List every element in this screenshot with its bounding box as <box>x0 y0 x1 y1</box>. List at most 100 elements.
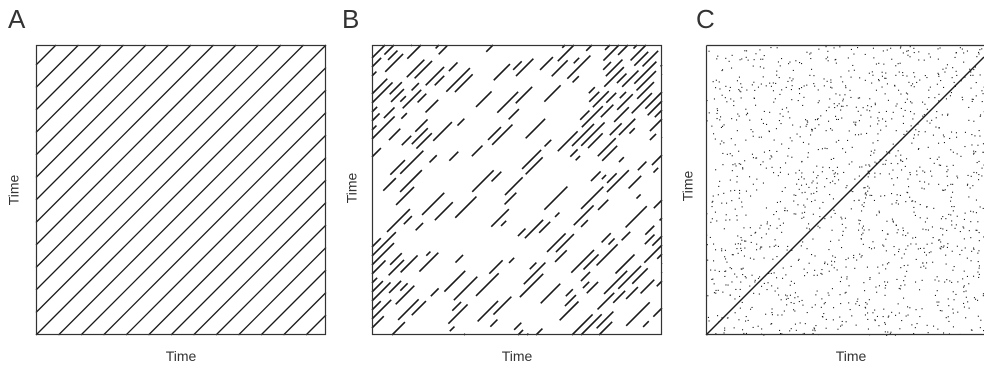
diagonal-segment <box>515 58 534 77</box>
recurrence-point <box>938 164 940 166</box>
recurrence-point <box>861 227 863 229</box>
recurrence-point <box>845 85 847 87</box>
diagonal-segment <box>582 253 600 271</box>
recurrence-point <box>977 315 979 317</box>
diagonal-segment <box>504 176 524 196</box>
recurrence-point <box>947 185 949 187</box>
recurrence-point <box>956 136 958 138</box>
recurrence-point <box>981 90 983 92</box>
recurrence-point <box>727 284 729 286</box>
recurrence-point <box>864 193 866 195</box>
recurrence-point <box>922 101 924 103</box>
recurrence-point <box>729 219 731 221</box>
recurrence-point <box>929 157 931 159</box>
recurrence-point <box>844 217 846 219</box>
recurrence-point <box>957 311 959 313</box>
recurrence-point <box>736 119 738 121</box>
recurrence-point <box>777 245 779 247</box>
recurrence-point <box>919 316 921 318</box>
recurrence-point <box>892 220 894 222</box>
recurrence-point <box>832 180 834 182</box>
recurrence-point <box>708 320 710 322</box>
diagonal-segment <box>557 44 575 62</box>
recurrence-point <box>726 153 728 155</box>
recurrence-point <box>820 115 822 117</box>
recurrence-point <box>839 281 841 283</box>
recurrence-point <box>717 315 719 317</box>
recurrence-point <box>935 117 937 119</box>
recurrence-point <box>974 66 976 68</box>
recurrence-point <box>853 53 855 55</box>
recurrence-point <box>741 268 743 270</box>
recurrence-point <box>865 302 867 304</box>
recurrence-point <box>754 232 756 234</box>
recurrence-point <box>747 113 749 115</box>
recurrence-point <box>876 291 878 293</box>
recurrence-point <box>750 129 752 131</box>
diagonal-segment <box>652 167 659 174</box>
recurrence-point <box>938 239 940 241</box>
recurrence-point <box>981 48 983 50</box>
diagonal-segment <box>588 91 600 103</box>
recurrence-point <box>897 229 899 231</box>
recurrence-point <box>910 101 912 103</box>
recurrence-point <box>857 110 859 112</box>
recurrence-point <box>906 130 908 132</box>
recurrence-point <box>789 61 791 63</box>
recurrence-point <box>840 325 842 327</box>
recurrence-point <box>716 112 718 114</box>
recurrence-point <box>892 111 894 113</box>
diagonal-segment <box>399 169 423 193</box>
recurrence-point <box>982 151 984 153</box>
recurrence-point <box>850 76 852 78</box>
recurrence-point <box>769 158 771 160</box>
recurrence-point <box>859 220 861 222</box>
recurrence-point <box>927 332 929 334</box>
recurrence-point <box>821 269 823 271</box>
recurrence-point <box>790 280 792 282</box>
recurrence-point <box>930 170 932 172</box>
diagonal-segment <box>424 99 439 114</box>
diagonal-segment <box>635 193 642 200</box>
recurrence-point <box>776 150 778 152</box>
recurrence-point <box>978 51 980 53</box>
recurrence-point <box>718 270 720 272</box>
diagonal-segment <box>582 281 590 289</box>
diagonal-segment <box>538 221 551 234</box>
recurrence-point <box>957 281 959 283</box>
diagonal-segment <box>575 155 581 161</box>
recurrence-point <box>769 225 771 227</box>
recurrence-point <box>923 247 925 249</box>
recurrence-point <box>765 233 767 235</box>
recurrence-point <box>770 47 772 49</box>
recurrence-point <box>898 248 900 250</box>
diagonal-line <box>35 44 282 291</box>
recurrence-point <box>892 221 894 223</box>
recurrence-plot-b <box>371 44 663 336</box>
recurrence-point <box>733 327 735 329</box>
recurrence-point <box>837 173 839 175</box>
recurrence-point <box>867 170 869 172</box>
diagonal-segment <box>513 322 522 331</box>
recurrence-point <box>864 306 866 308</box>
recurrence-point <box>813 192 815 194</box>
recurrence-point <box>781 143 783 145</box>
recurrence-point <box>856 259 858 261</box>
recurrence-point <box>938 93 940 95</box>
recurrence-point <box>720 126 722 128</box>
recurrence-point <box>946 175 948 177</box>
recurrence-point <box>775 82 777 84</box>
diagonal-segment <box>371 78 388 95</box>
recurrence-point <box>769 111 771 113</box>
recurrence-point <box>869 278 871 280</box>
recurrence-point <box>807 121 809 123</box>
recurrence-point <box>817 102 819 104</box>
recurrence-point <box>962 226 964 228</box>
recurrence-point <box>821 316 823 318</box>
diagonal-segment <box>448 61 459 72</box>
recurrence-point <box>977 144 979 146</box>
recurrence-point <box>947 316 949 318</box>
recurrence-point <box>804 206 806 208</box>
recurrence-point <box>770 85 772 87</box>
recurrence-point <box>975 151 977 153</box>
